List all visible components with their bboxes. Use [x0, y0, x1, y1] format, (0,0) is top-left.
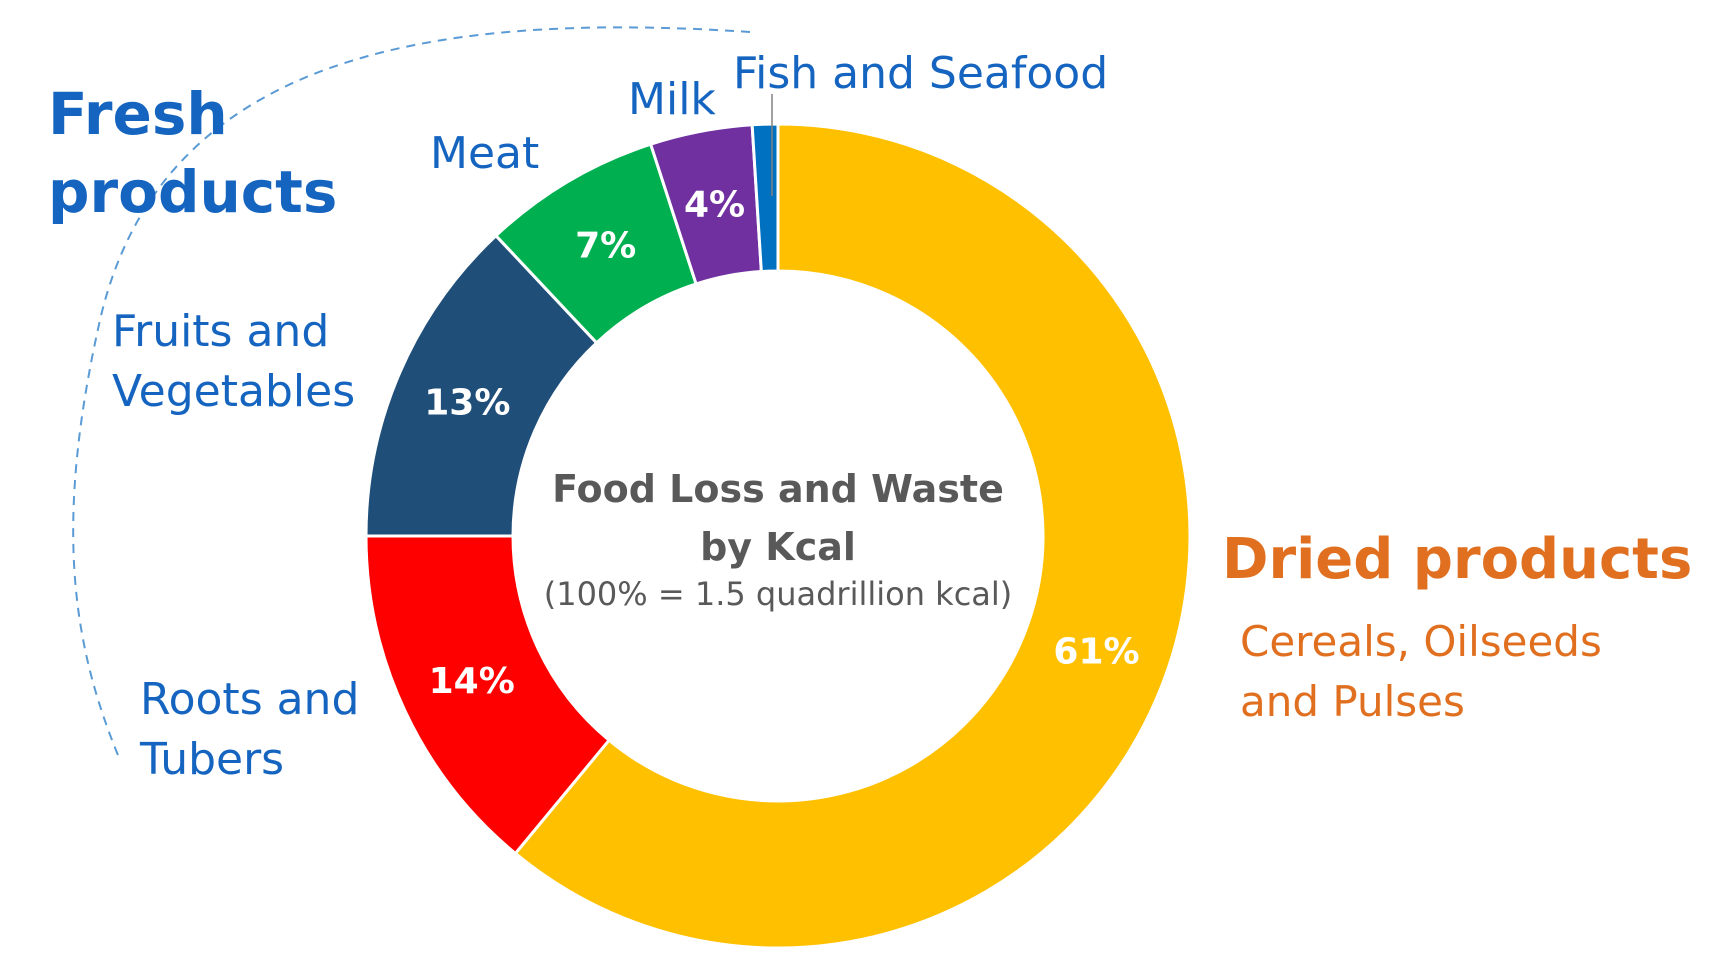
value-label-7pct: 7% [575, 226, 636, 267]
label-meat: Meat [430, 128, 539, 179]
dried-products-sub-line1: Cereals, Oilseeds [1240, 617, 1602, 666]
fresh-products-title-line2: products [48, 158, 337, 226]
fresh-products-title-line1: Fresh [48, 80, 228, 148]
slice-cereals-oilseeds-and-pulses [513, 122, 1192, 950]
label-fruits-line2: Vegetables [112, 366, 355, 417]
value-label-14pct: 14% [429, 661, 515, 702]
center-title-line2: by Kcal [700, 525, 856, 569]
label-milk: Milk [628, 74, 716, 125]
value-label-13pct: 13% [424, 383, 510, 424]
center-subtitle: (100% = 1.5 quadrillion kcal) [544, 575, 1013, 613]
center-title-line1: Food Loss and Waste [552, 467, 1004, 511]
label-roots-line1: Roots and [140, 674, 359, 725]
value-label-4pct: 4% [684, 184, 745, 225]
slice-value-labels: 61% 14% 13% 7% 4% [424, 184, 1139, 702]
value-label-61pct: 61% [1053, 632, 1139, 673]
label-fruits-line1: Fruits and [112, 306, 329, 357]
dried-products-sub-line2: and Pulses [1240, 677, 1465, 726]
label-roots-line2: Tubers [139, 734, 284, 785]
dried-products-title: Dried products [1222, 527, 1692, 592]
label-fish-and-seafood: Fish and Seafood [733, 48, 1108, 99]
fresh-bracket-dashed-arc [72, 26, 751, 761]
